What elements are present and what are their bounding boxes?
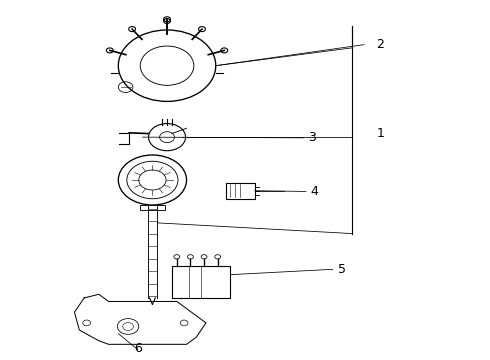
Text: 2: 2 bbox=[376, 38, 385, 51]
Bar bbox=[172, 266, 230, 298]
Bar bbox=[225, 183, 255, 199]
Text: 5: 5 bbox=[338, 263, 345, 276]
Text: 1: 1 bbox=[376, 127, 385, 140]
Text: 6: 6 bbox=[134, 342, 142, 355]
Text: 4: 4 bbox=[311, 185, 319, 198]
Bar bbox=[140, 205, 165, 210]
Text: 3: 3 bbox=[308, 131, 316, 144]
